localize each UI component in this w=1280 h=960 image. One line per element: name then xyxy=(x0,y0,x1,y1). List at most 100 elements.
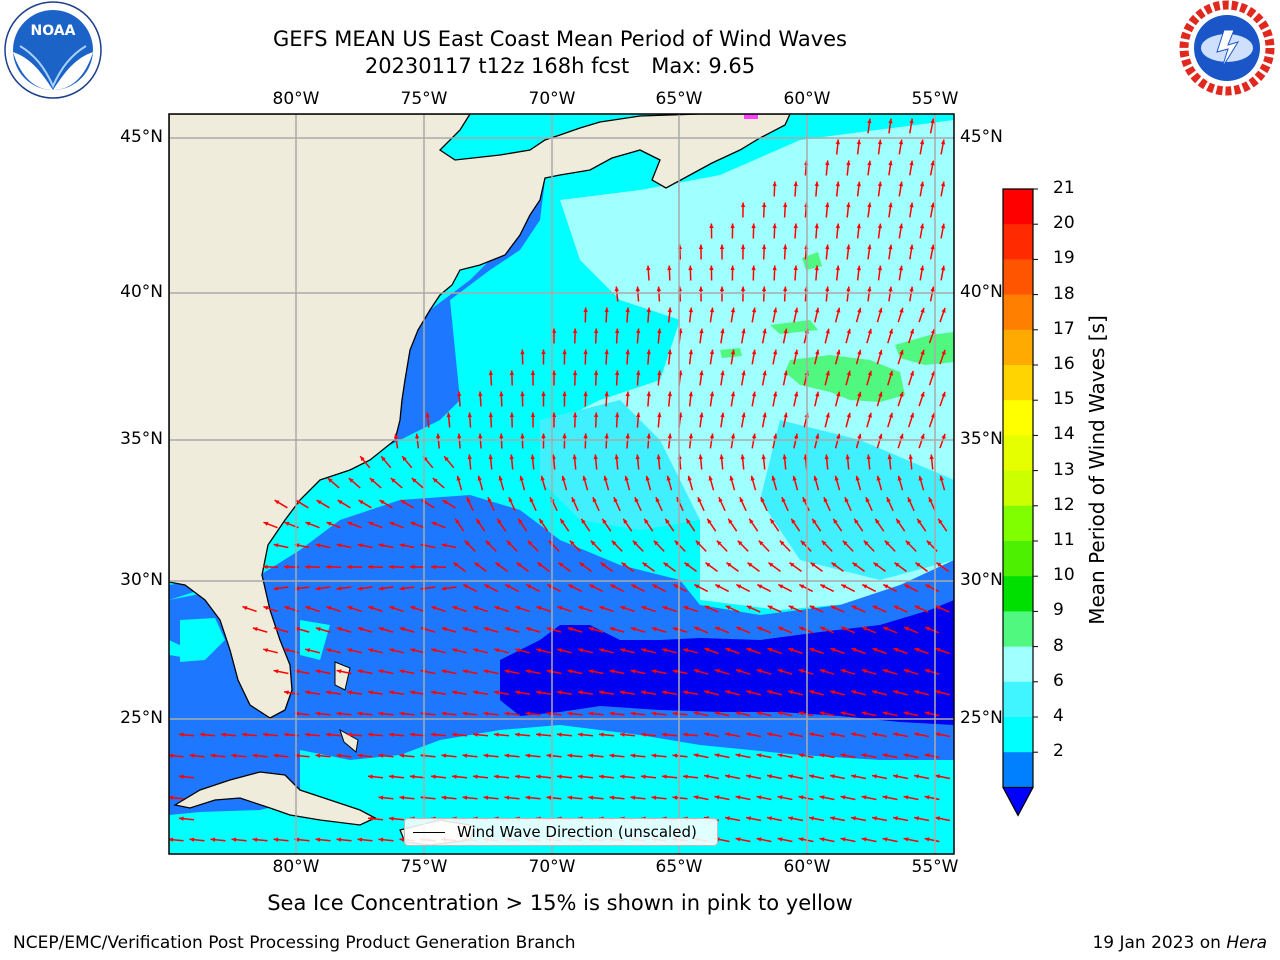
lon-label-bottom: 60°W xyxy=(783,857,831,877)
wind-wave-arrow-head xyxy=(861,669,867,674)
wind-wave-arrow-head xyxy=(920,307,925,313)
lon-label-top: 80°W xyxy=(272,89,320,109)
wind-wave-arrow-head xyxy=(546,627,552,632)
wind-wave-arrow-head xyxy=(284,564,289,570)
wind-wave-arrow-head xyxy=(305,690,310,695)
wind-wave-arrow-head xyxy=(725,690,731,695)
wind-wave-arrow-head xyxy=(704,732,709,737)
wind-wave-arrow-head xyxy=(683,732,688,737)
wind-wave-arrow-head xyxy=(824,454,829,460)
colorbar-tick-label: 18 xyxy=(1053,283,1075,304)
wind-wave-arrow-head xyxy=(893,690,899,695)
footer-date: 19 Jan 2023 on Hera xyxy=(1092,933,1267,953)
wind-wave-arrow-head xyxy=(368,690,373,695)
wind-wave-arrow-head xyxy=(840,711,846,716)
wind-wave-arrow-head xyxy=(663,562,669,567)
wind-wave-arrow-head xyxy=(862,584,868,589)
wind-wave-arrow-head xyxy=(431,774,436,779)
wind-wave-arrow-head xyxy=(846,328,851,334)
wind-wave-arrow-head xyxy=(651,753,657,758)
wind-wave-arrow-head xyxy=(273,586,279,591)
wind-wave-arrow-head xyxy=(941,307,946,313)
wind-wave-arrow-head xyxy=(231,753,237,758)
wind-wave-arrow-head xyxy=(767,647,773,652)
wind-wave-arrow-head xyxy=(504,627,510,632)
wind-wave-arrow-head xyxy=(909,412,914,418)
period-9-10-region-2 xyxy=(895,332,954,365)
wind-wave-arrow-head xyxy=(719,244,725,249)
wind-wave-arrow-head xyxy=(741,328,746,334)
wind-wave-arrow-head xyxy=(735,711,741,716)
wind-wave-arrow-head xyxy=(709,433,715,439)
wind-wave-arrow-head xyxy=(875,518,880,524)
wind-wave-arrow-head xyxy=(888,328,893,334)
wind-wave-arrow-head xyxy=(846,160,851,166)
wind-wave-arrow-head xyxy=(924,795,930,800)
wind-wave-arrow-head xyxy=(773,433,778,439)
wind-wave-arrow-head xyxy=(651,795,657,800)
wind-wave-arrow-head xyxy=(389,564,394,570)
wind-wave-arrow-head xyxy=(788,816,793,821)
colorbar-segment xyxy=(1003,329,1033,366)
wind-wave-arrow-head xyxy=(651,627,657,632)
wind-wave-arrow-head xyxy=(814,181,819,187)
wind-wave-arrow-head xyxy=(263,606,269,611)
wind-wave-arrow-head xyxy=(841,584,847,589)
wind-wave-arrow-head xyxy=(883,626,888,631)
wind-wave-arrow-head xyxy=(919,181,925,187)
colorbar-segment xyxy=(1003,294,1033,331)
lat-label-left: 45°N xyxy=(120,127,163,147)
colorbar-tick-label: 17 xyxy=(1053,318,1075,339)
wind-wave-arrow-head xyxy=(551,412,557,417)
wind-wave-arrow-head xyxy=(613,497,618,503)
wind-wave-arrow-head xyxy=(709,265,714,270)
lat-label-right: 25°N xyxy=(960,708,1003,728)
wind-wave-arrow-head xyxy=(941,433,946,439)
wind-wave-arrow-head xyxy=(909,118,914,124)
wind-wave-arrow-head xyxy=(294,753,300,758)
wind-wave-arrow-head xyxy=(888,244,893,250)
wind-wave-arrow-head xyxy=(518,518,523,524)
wind-wave-arrow-head xyxy=(656,454,661,460)
wind-wave-arrow-head xyxy=(452,732,457,737)
wind-wave-arrow-head xyxy=(861,753,867,758)
wind-wave-arrow-head xyxy=(802,497,807,503)
wind-wave-arrow-head xyxy=(473,690,478,695)
wind-wave-arrow-head xyxy=(714,795,720,800)
lat-label-left: 30°N xyxy=(120,570,163,590)
wind-wave-arrow-head xyxy=(919,223,925,229)
wind-wave-arrow-head xyxy=(315,669,321,674)
wind-wave-arrow-head xyxy=(588,753,594,758)
wind-wave-arrow-head xyxy=(442,500,448,505)
wind-wave-arrow-head xyxy=(357,669,363,674)
wind-wave-arrow-head xyxy=(882,753,888,758)
wind-wave-arrow-head xyxy=(452,606,458,611)
wind-wave-arrow-head xyxy=(815,307,820,313)
period-6-8-region-2 xyxy=(760,420,954,580)
wind-wave-arrow-head xyxy=(714,753,720,758)
wind-wave-arrow-head xyxy=(688,307,693,313)
wind-wave-arrow-head xyxy=(494,606,500,611)
wind-wave-arrow-head xyxy=(393,433,399,439)
wind-wave-arrow-head xyxy=(697,497,702,503)
wind-wave-arrow-head xyxy=(506,540,512,546)
wind-wave-arrow-head xyxy=(415,433,420,439)
wind-wave-arrow-head xyxy=(688,265,693,271)
wind-wave-arrow-head xyxy=(898,181,904,187)
wind-wave-arrow-head xyxy=(751,265,756,271)
wind-wave-arrow-head xyxy=(854,518,859,524)
wind-wave-arrow-head xyxy=(572,328,578,334)
wind-wave-arrow-head xyxy=(894,562,900,567)
wind-wave-arrow-head xyxy=(326,690,331,695)
wind-wave-arrow-head xyxy=(897,475,902,481)
wind-wave-arrow-head xyxy=(494,732,499,737)
wind-wave-arrow-head xyxy=(735,753,741,758)
wind-wave-arrow-head xyxy=(857,391,862,397)
wind-wave-arrow-head xyxy=(431,606,437,611)
wind-wave-arrow-head xyxy=(935,690,941,695)
wind-wave-arrow-head xyxy=(798,753,804,758)
wind-wave-arrow-head xyxy=(368,521,374,526)
wind-wave-arrow-head xyxy=(441,669,447,674)
wind-wave-arrow-head xyxy=(835,181,840,187)
colorbar-tick-label: 19 xyxy=(1053,248,1075,269)
